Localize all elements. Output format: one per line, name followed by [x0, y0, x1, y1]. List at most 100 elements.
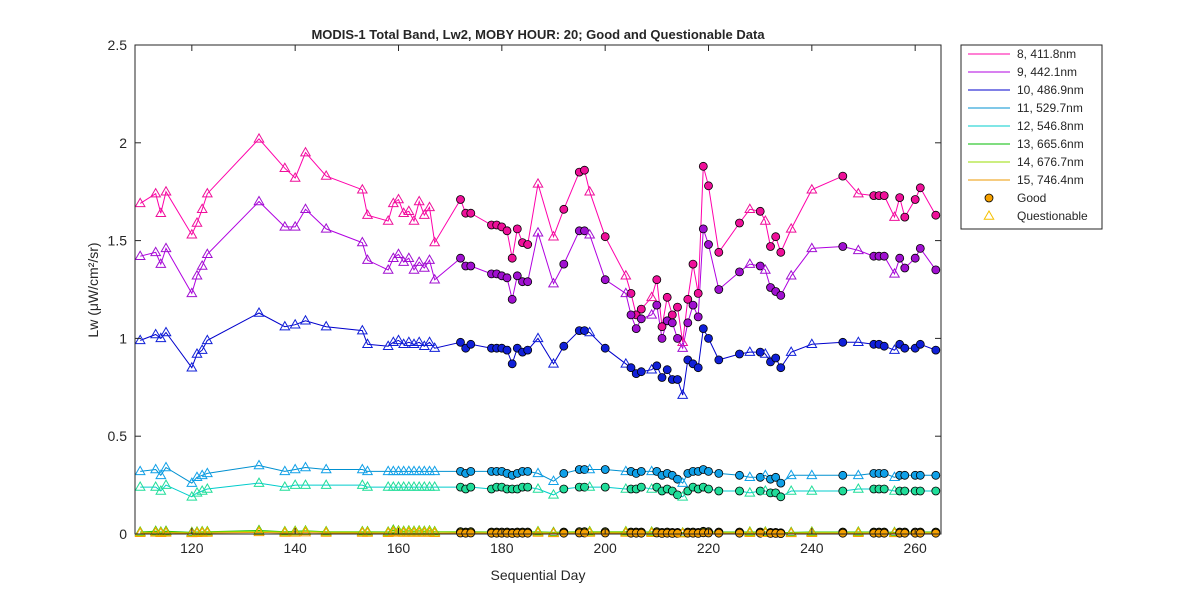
data-point-questionable [289, 172, 301, 182]
data-point-good [636, 304, 646, 314]
data-point-good [714, 285, 724, 294]
data-point-questionable [392, 193, 405, 204]
data-point-good [879, 468, 889, 478]
data-point-good [900, 528, 910, 538]
data-point-good [580, 482, 589, 492]
data-point-questionable [253, 195, 265, 206]
data-point-questionable [289, 220, 301, 231]
legend-label: 12, 546.8nm [1017, 119, 1084, 133]
data-point-good [776, 290, 786, 300]
data-point-questionable [759, 469, 771, 480]
data-point-questionable [744, 527, 756, 537]
x-tick-label: 180 [490, 540, 514, 556]
data-point-questionable [289, 479, 301, 489]
data-point-questionable [429, 465, 441, 476]
data-point-questionable [744, 203, 756, 214]
data-point-questionable [356, 479, 368, 489]
data-point-questionable [196, 484, 208, 495]
data-point-questionable [584, 326, 596, 337]
data-point-good [838, 486, 848, 496]
data-point-questionable [423, 254, 436, 264]
x-tick-label: 240 [800, 540, 824, 556]
data-point-good [523, 528, 533, 538]
data-point-questionable [299, 461, 312, 472]
y-axis-label: Lw (μW/cm²/sr) [85, 242, 101, 337]
data-point-questionable [806, 183, 818, 194]
data-point-questionable [387, 526, 399, 537]
data-point-questionable [279, 220, 291, 231]
data-point-questionable [532, 226, 544, 237]
data-point-questionable [584, 463, 596, 474]
legend-label: 14, 676.7nm [1017, 155, 1084, 169]
data-point-good [636, 482, 646, 492]
data-point-good [683, 318, 693, 328]
data-point-good [704, 181, 713, 191]
data-point-good [507, 359, 517, 369]
data-point-questionable [356, 324, 368, 335]
data-point-good [502, 345, 512, 355]
data-point-good [559, 468, 569, 478]
data-point-questionable [408, 338, 420, 349]
data-point-good [755, 528, 765, 538]
data-point-good [900, 263, 910, 273]
legend-box [960, 44, 1103, 230]
data-point-questionable [744, 346, 756, 356]
data-point-questionable [299, 314, 312, 325]
data-point-questionable [134, 465, 146, 476]
data-point-questionable [191, 471, 203, 482]
data-point-questionable [279, 527, 291, 537]
data-point-questionable [806, 338, 818, 349]
data-point-questionable [134, 197, 146, 208]
data-point-questionable [253, 132, 265, 143]
data-point-good [673, 375, 682, 384]
data-point-questionable [150, 526, 162, 537]
data-point-questionable [620, 269, 632, 280]
data-point-good [559, 528, 569, 538]
data-point-questionable [186, 287, 198, 298]
data-point-questionable [413, 256, 425, 266]
data-point-questionable [279, 320, 291, 331]
data-point-questionable [547, 357, 560, 368]
data-point-good [688, 259, 698, 269]
data-point-questionable [532, 177, 544, 188]
data-point-questionable [320, 479, 332, 489]
data-point-good [714, 468, 724, 478]
data-point-good [652, 361, 662, 371]
data-point-questionable [584, 481, 596, 491]
data-point-questionable [532, 483, 544, 493]
data-point-questionable [186, 361, 198, 372]
data-point-questionable [186, 477, 198, 487]
data-point-questionable [852, 483, 864, 493]
data-point-questionable [620, 357, 632, 368]
data-point-questionable [413, 336, 425, 347]
data-point-good [895, 193, 905, 203]
data-point-questionable [392, 248, 405, 259]
data-point-questionable [785, 346, 797, 356]
data-point-questionable [408, 215, 420, 225]
data-point-good [776, 492, 786, 502]
data-point-good [631, 324, 641, 334]
data-point-questionable [382, 263, 394, 274]
data-point-good [735, 349, 744, 359]
data-point-good [559, 341, 569, 351]
data-point-questionable [423, 525, 436, 536]
data-point-questionable [413, 195, 425, 206]
data-point-good [879, 191, 889, 201]
data-point-questionable [160, 526, 172, 537]
legend-label: Good [1017, 191, 1046, 205]
data-point-questionable [134, 334, 146, 345]
data-point-questionable [361, 338, 374, 349]
data-point-good [915, 470, 925, 480]
legend-good-marker [984, 193, 994, 203]
data-point-questionable [806, 469, 818, 480]
data-point-questionable [320, 463, 332, 474]
data-point-good [735, 528, 744, 538]
x-tick-label: 220 [697, 540, 721, 556]
data-point-questionable [361, 209, 374, 219]
data-point-questionable [547, 475, 560, 485]
data-point-questionable [785, 469, 797, 480]
data-point-questionable [320, 222, 332, 233]
data-point-good [626, 363, 636, 373]
plot-frame [134, 44, 942, 535]
data-point-good [626, 310, 636, 320]
